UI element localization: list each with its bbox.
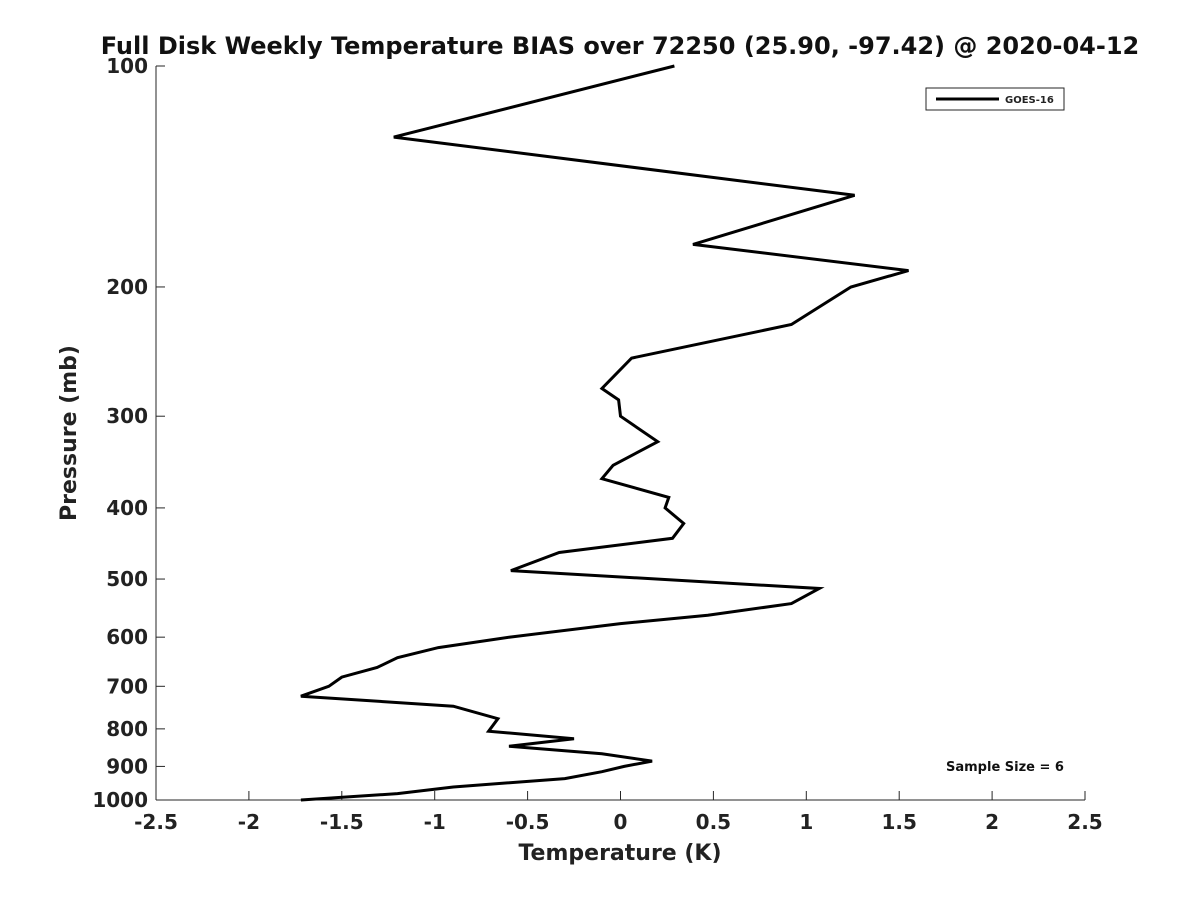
x-tick-label: -2 [238, 810, 260, 834]
y-tick-label: 300 [106, 404, 148, 428]
x-tick-label: -0.5 [506, 810, 550, 834]
x-tick-label: 0.5 [696, 810, 731, 834]
sample-size-annotation: Sample Size = 6 [946, 760, 1064, 775]
y-axis-ticks: 100 200 300 400 500 600 700 800 900 1000 [92, 54, 165, 812]
legend-label-goes-16: GOES-16 [1005, 95, 1054, 106]
x-tick-label: 0 [614, 810, 628, 834]
y-tick-label: 800 [106, 717, 148, 741]
x-axis-ticks: -2.5 -2 -1.5 -1 -0.5 0 0.5 1 1.5 2 2.5 [134, 791, 1103, 834]
x-tick-label: -1 [424, 810, 446, 834]
y-tick-label: 600 [106, 625, 148, 649]
x-tick-label: 2 [985, 810, 999, 834]
y-axis-label: Pressure (mb) [57, 345, 82, 521]
chart-title: Full Disk Weekly Temperature BIAS over 7… [101, 32, 1140, 60]
y-tick-label: 1000 [92, 788, 148, 812]
y-tick-label: 200 [106, 275, 148, 299]
y-tick-label: 500 [106, 567, 148, 591]
x-tick-label: -2.5 [134, 810, 178, 834]
x-axis-label: Temperature (K) [518, 841, 721, 866]
y-tick-label: 900 [106, 754, 148, 778]
series-line-goes-16 [300, 64, 909, 802]
x-tick-label: 1.5 [881, 810, 916, 834]
series-layer [300, 64, 909, 802]
y-tick-label: 400 [106, 496, 148, 520]
y-tick-label: 700 [106, 674, 148, 698]
legend: GOES-16 [925, 87, 1065, 111]
y-tick-label: 100 [106, 54, 148, 78]
x-tick-label: -1.5 [320, 810, 364, 834]
x-tick-label: 1 [799, 810, 813, 834]
x-tick-label: 2.5 [1067, 810, 1102, 834]
